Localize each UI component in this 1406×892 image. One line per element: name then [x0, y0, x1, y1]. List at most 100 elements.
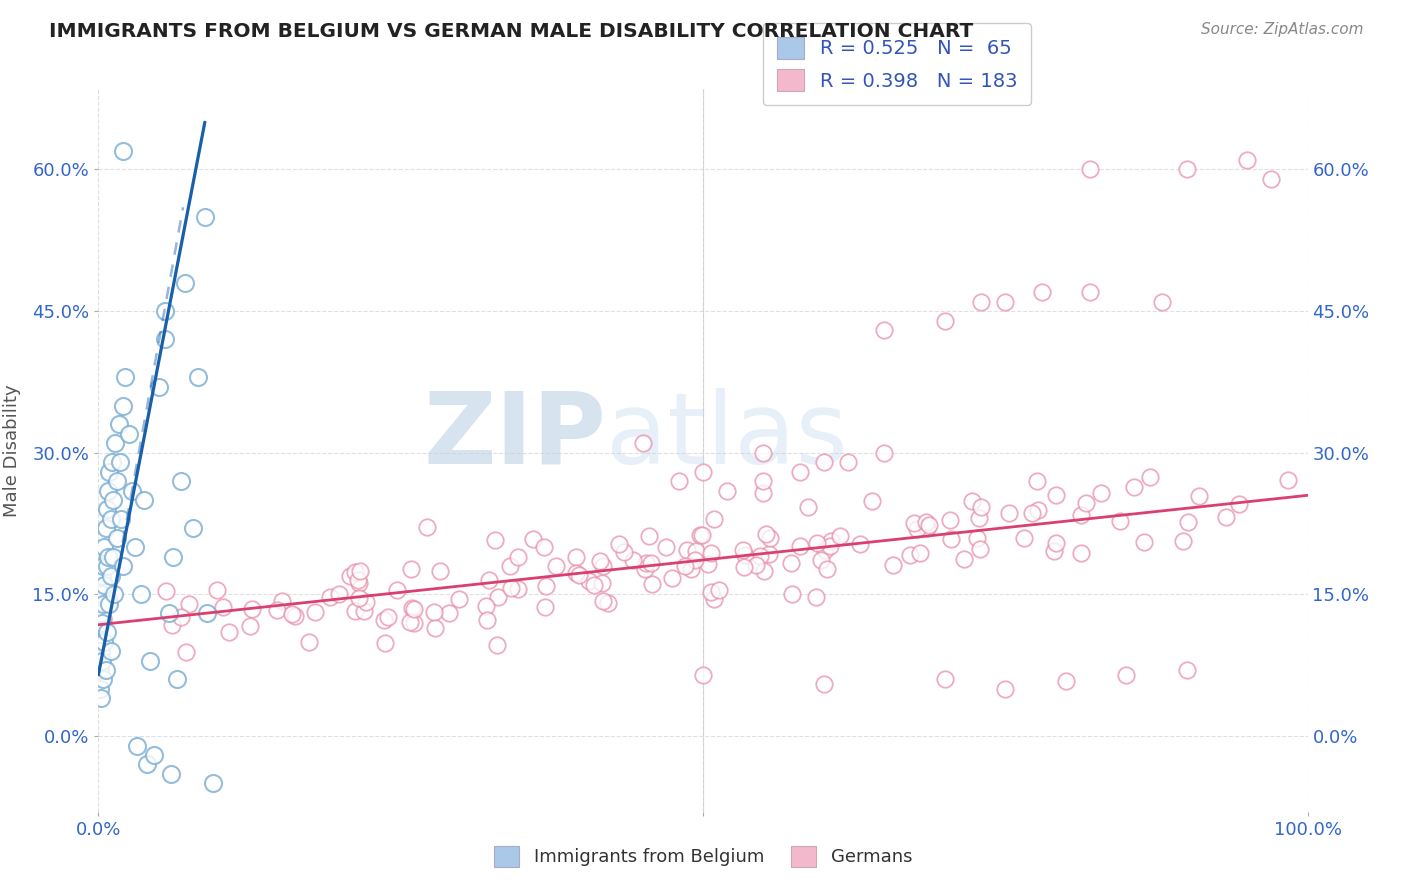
Point — [89, 663, 111, 677]
Point — [174, 276, 197, 290]
Point — [160, 618, 183, 632]
Point — [135, 757, 157, 772]
Point — [239, 618, 262, 632]
Point — [806, 536, 828, 550]
Point — [967, 511, 990, 525]
Point — [160, 767, 183, 781]
Text: atlas: atlas — [606, 387, 848, 484]
Point — [100, 455, 122, 469]
Point — [343, 566, 366, 580]
Point — [797, 500, 820, 515]
Point — [270, 594, 292, 608]
Point — [1070, 508, 1092, 523]
Point — [820, 534, 842, 549]
Point — [522, 532, 544, 546]
Point — [100, 512, 122, 526]
Text: ZIP: ZIP — [423, 387, 606, 484]
Point — [592, 559, 614, 574]
Point — [108, 455, 131, 469]
Point — [100, 644, 122, 658]
Point — [134, 493, 156, 508]
Point — [696, 557, 718, 571]
Point — [898, 548, 921, 562]
Point — [90, 691, 112, 706]
Point — [621, 553, 644, 567]
Point — [592, 594, 614, 608]
Point — [631, 436, 654, 450]
Point — [347, 574, 370, 588]
Point — [121, 483, 143, 498]
Point — [93, 634, 115, 648]
Point — [813, 455, 835, 469]
Point — [661, 571, 683, 585]
Point — [908, 546, 931, 560]
Point — [98, 465, 121, 479]
Point — [475, 613, 498, 627]
Point — [716, 483, 738, 498]
Point — [90, 644, 112, 658]
Point — [759, 532, 782, 546]
Point — [100, 568, 122, 582]
Point — [533, 600, 555, 615]
Point — [860, 493, 883, 508]
Point — [1236, 153, 1258, 167]
Point — [155, 584, 177, 599]
Point — [157, 607, 180, 621]
Point — [752, 564, 775, 578]
Point — [1175, 663, 1198, 677]
Point — [111, 144, 134, 158]
Point — [689, 527, 711, 541]
Point — [1070, 546, 1092, 560]
Point — [814, 543, 837, 558]
Point — [1026, 475, 1049, 489]
Point — [534, 579, 557, 593]
Point — [1177, 515, 1199, 529]
Point — [304, 606, 326, 620]
Point — [181, 521, 204, 535]
Point — [401, 562, 423, 576]
Point — [970, 294, 993, 309]
Point — [675, 559, 697, 574]
Point — [104, 436, 127, 450]
Point — [969, 500, 991, 515]
Point — [873, 446, 896, 460]
Point — [194, 210, 217, 224]
Point — [475, 599, 498, 613]
Point — [1045, 535, 1067, 549]
Point — [1115, 667, 1137, 681]
Point — [202, 776, 225, 790]
Point — [343, 604, 366, 618]
Point — [111, 559, 134, 574]
Point — [813, 677, 835, 691]
Point — [676, 543, 699, 558]
Point — [702, 592, 724, 607]
Point — [127, 739, 149, 753]
Point — [143, 747, 166, 762]
Point — [596, 597, 619, 611]
Point — [93, 541, 115, 555]
Point — [91, 613, 114, 627]
Point — [98, 592, 121, 607]
Point — [387, 582, 409, 597]
Point — [634, 556, 657, 570]
Point — [105, 474, 128, 488]
Point — [437, 606, 460, 620]
Point — [934, 673, 956, 687]
Point — [98, 597, 121, 611]
Point — [110, 512, 132, 526]
Point — [966, 531, 988, 545]
Point — [423, 621, 446, 635]
Point — [1188, 490, 1211, 504]
Point — [377, 609, 399, 624]
Point — [755, 526, 778, 541]
Point — [91, 615, 114, 630]
Point — [882, 558, 904, 573]
Point — [578, 574, 600, 588]
Point — [685, 553, 707, 567]
Point — [613, 545, 636, 559]
Point — [1045, 488, 1067, 502]
Point — [105, 531, 128, 545]
Point — [591, 576, 613, 591]
Point — [349, 564, 371, 578]
Text: IMMIGRANTS FROM BELGIUM VS GERMAN MALE DISABILITY CORRELATION CHART: IMMIGRANTS FROM BELGIUM VS GERMAN MALE D… — [49, 22, 973, 41]
